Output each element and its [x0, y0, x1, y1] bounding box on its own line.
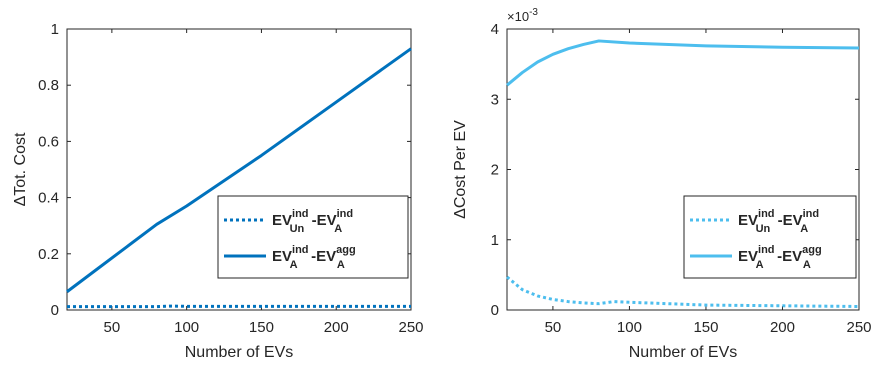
legend: EVind Un -EVind A EVind A -EVagg A	[217, 195, 409, 279]
y-tick-label: 1	[491, 232, 499, 249]
y-tick-label: 0.2	[38, 246, 59, 263]
y-axis-label: ΔCost Per EV	[452, 120, 469, 219]
y-tick-label: 3	[491, 91, 499, 108]
y-tick-label: 0.4	[38, 190, 59, 207]
y-tick-label: 0.6	[38, 133, 59, 150]
y-tick-label: 2	[491, 162, 499, 179]
x-tick-label: 100	[617, 319, 642, 336]
y-exponent-label: ×10-3	[507, 7, 538, 24]
x-tick-label: 150	[693, 319, 718, 336]
x-tick-label: 50	[104, 319, 121, 336]
x-tick-label: 250	[846, 319, 871, 336]
legend-label-1: EVind Un -EVind A	[272, 208, 353, 235]
legend-box	[683, 195, 857, 279]
x-tick-label: 200	[324, 319, 349, 336]
x-axis-label: Number of EVs	[185, 344, 293, 361]
y-tick-label: 4	[491, 21, 499, 38]
y-tick-label: 0.8	[38, 77, 59, 94]
x-axis-label: Number of EVs	[629, 344, 737, 361]
right-chart: 50 100 150 200 250 0 1 2 3 4 ×10-3 Number of EVs ΔCo…	[452, 7, 872, 361]
legend-label-2: EVind A -EVagg A	[738, 244, 822, 271]
legend: EVind Un -EVind A EVind A -EVagg A	[683, 195, 857, 279]
legend-box	[217, 195, 409, 279]
y-tick-label: 0	[51, 302, 59, 319]
series-line-2	[66, 47, 412, 293]
y-axis-label: ΔTot. Cost	[12, 132, 29, 206]
x-tick-label: 200	[770, 319, 795, 336]
legend-label-1: EVind Un -EVind A	[738, 208, 819, 235]
y-tick-label: 0	[491, 302, 499, 319]
x-tick-label: 150	[249, 319, 274, 336]
plot-area	[66, 28, 412, 311]
y-tick-label: 1	[51, 21, 59, 38]
legend-label-2: EVind A -EVagg A	[272, 244, 356, 271]
series-line-1	[506, 275, 860, 308]
series-line-1	[67, 304, 411, 309]
x-tick-label: 50	[545, 319, 562, 336]
left-chart: 50 100 150 200 250 0 0.2 0.4 0.6 0.8 1 Number of EV…	[12, 21, 424, 361]
x-tick-label: 100	[174, 319, 199, 336]
series-line-2	[506, 39, 860, 87]
x-tick-label: 250	[398, 319, 423, 336]
